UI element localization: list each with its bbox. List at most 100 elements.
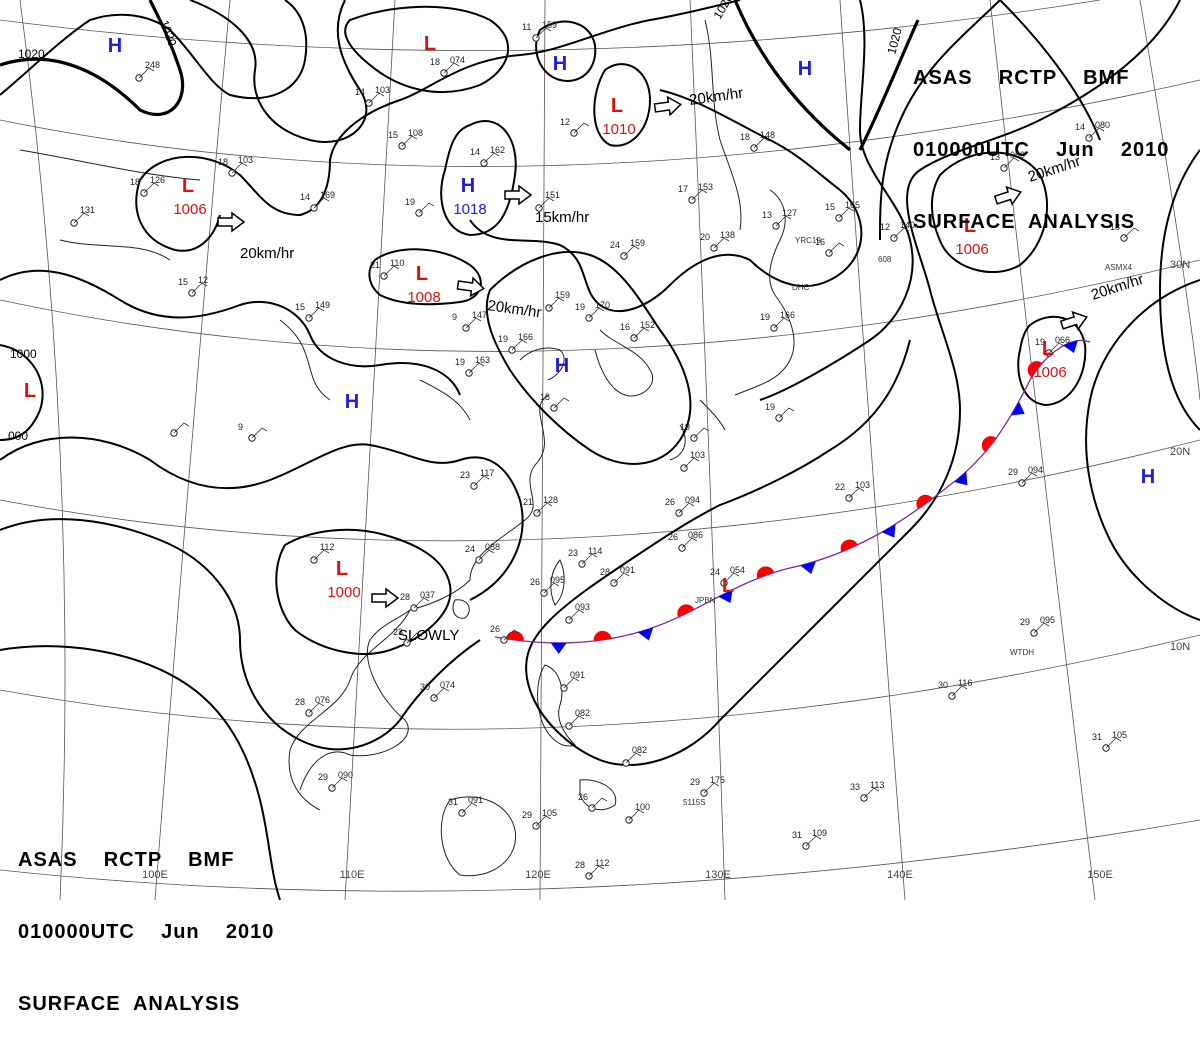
station-pressure: 113 [870,780,884,790]
station-plot: 248 [135,60,160,82]
system-pressure: 1008 [407,289,440,306]
wind-barb-icon [308,307,325,319]
station-plot: 20 138 [700,230,735,252]
station-temperature: 31 [448,797,458,807]
wind-barb-icon [548,297,565,309]
station-temperature: 15 [295,302,305,312]
wind-barb-icon [468,362,485,374]
wind-barb-icon [723,572,740,584]
motion-vector: 20km/hr [1059,271,1146,331]
high-pressure-center: H [108,35,122,57]
isobar [879,0,1001,241]
station-plot: 26 [490,624,520,644]
station-temperature: 15 [178,277,188,287]
isobar [189,0,368,143]
latitude-label: 10N [1170,641,1190,653]
station-plot: 29 094 [1008,465,1043,487]
station-plot: 9 [238,422,268,442]
wind-barb-icon [231,162,248,174]
wind-barb-icon [591,797,608,809]
longitude-label: 110E [340,869,365,881]
isobar [759,0,914,401]
station-pressure: 163 [475,355,490,365]
station-pressure: 103 [238,155,253,165]
motion-arrow-icon [993,185,1022,206]
station-pressure: 140 [900,220,915,230]
station-pressure: 074 [450,55,465,65]
station-temperature: 29 [690,777,700,787]
system-letter: L [182,175,194,197]
system-pressure: 1006 [1033,364,1066,381]
cold-front-triangle [1062,340,1078,354]
station-temperature: 23 [568,548,578,558]
wind-barb-icon [848,487,865,499]
inland-border [19,149,471,421]
station-temperature: 20 [700,232,710,242]
longitude-line [344,0,396,900]
system-letter: L [611,95,623,117]
station-temperature: 31 [792,830,802,840]
station-pressure: 103 [375,85,390,95]
station-pressure: 103 [855,480,870,490]
station-plot: 159 [545,290,570,312]
station-ids: YRC19 JPBN WTDH 5115S ASMX4 DHC 608 [683,236,1133,807]
hainan [452,599,470,619]
isobar-label: 1020 [157,18,179,48]
station-plot: 11 159 [522,20,557,42]
isobar [593,63,652,147]
motion-label: 20km/hr [1089,271,1146,304]
low-pressure-center: L [722,575,734,597]
indochina [288,609,411,811]
isobar [469,89,863,313]
station-temperature: 30 [938,680,948,690]
japan-coast [669,189,795,461]
system-letter: H [108,35,122,57]
cold-front-triangle [637,627,654,641]
motion-label: 15km/hr [535,209,589,226]
wind-barb-icon [893,227,910,239]
station-pressure: 112 [595,858,609,868]
station-plot: 33 113 [850,780,884,802]
system-letter: H [1141,466,1155,488]
station-temperature: 30 [420,682,430,692]
stationary-front [494,340,1091,654]
station-plot: 22 103 [835,480,870,502]
station-plot: 18 148 [740,130,775,152]
wind-barb-icon [433,687,450,699]
latitude-line [0,634,1200,730]
low-pressure-center: L 1006 [173,175,206,218]
wind-barb-icon [568,609,585,621]
station-plot: 082 [565,708,590,730]
station-plot: 082 [622,745,647,767]
station-temperature: 21 [523,497,533,507]
station-pressure: 159 [555,290,570,300]
system-pressure: 1018 [453,201,486,218]
station-id: YRC19 [795,236,821,245]
wind-barb-icon [138,67,155,79]
isobar [135,179,221,252]
bohai-coast [519,347,565,381]
wind-barb-icon [568,715,585,727]
motion-arrow-icon [653,95,682,117]
longitude-label: 150E [1087,869,1113,881]
station-temperature: 29 [1008,467,1018,477]
wind-barb-icon [633,327,650,339]
station-plot: 28 037 [400,590,435,612]
longitude-line [154,0,231,900]
wind-barb-icon [1033,622,1050,634]
taiwan [550,559,565,606]
warm-front-semicircle [916,494,933,510]
station-pressure: 12 [198,275,208,285]
isobars [0,0,1200,900]
station-plot: 19 [765,402,795,422]
longitude-label: 120E [525,869,551,881]
pressure-systems: H L H L 1010 H L 1006 H 1018 L 1008 L 1006 H H L L 1006 L 10… [24,33,1155,601]
station-pressure: 169 [320,190,335,200]
station-temperature: 28 [575,860,585,870]
station-pressure: 159 [542,20,557,30]
wind-barb-icon [773,317,790,329]
isobar [0,0,308,100]
header-bottom-line2: 010000UTC Jun 2010 [18,921,275,943]
header-bottom: ASAS RCTP BMF 010000UTC Jun 2010 SURFACE… [18,800,274,1040]
